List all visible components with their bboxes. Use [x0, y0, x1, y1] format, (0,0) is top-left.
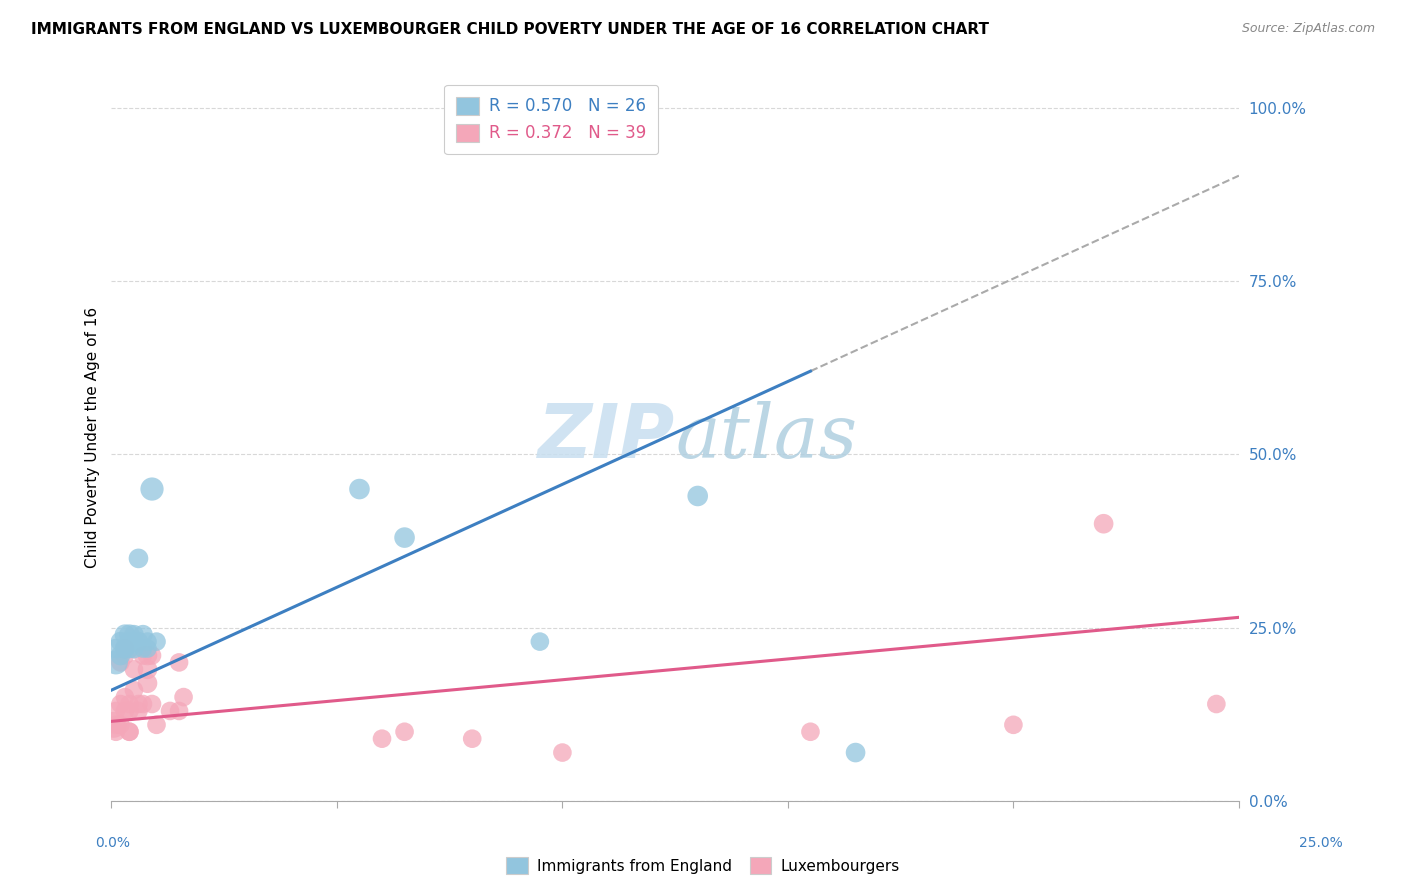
Text: IMMIGRANTS FROM ENGLAND VS LUXEMBOURGER CHILD POVERTY UNDER THE AGE OF 16 CORREL: IMMIGRANTS FROM ENGLAND VS LUXEMBOURGER … [31, 22, 988, 37]
Point [118, 628, 141, 642]
Point [127, 704, 149, 718]
Point [349, 482, 371, 496]
Point [167, 704, 190, 718]
Point [118, 697, 141, 711]
Point [127, 551, 149, 566]
Point [114, 641, 136, 656]
Point [136, 634, 159, 648]
Point [114, 704, 136, 718]
Point [159, 704, 181, 718]
Point [110, 656, 132, 670]
Point [371, 731, 394, 746]
Point [136, 641, 159, 656]
Point [110, 648, 132, 663]
Point [110, 634, 132, 648]
Point [114, 690, 136, 704]
Point [122, 634, 145, 648]
Point [167, 656, 190, 670]
Point [686, 489, 709, 503]
Point [1002, 718, 1025, 732]
Point [118, 724, 141, 739]
Point [136, 676, 159, 690]
Point [104, 704, 127, 718]
Point [122, 662, 145, 676]
Point [141, 648, 163, 663]
Text: Source: ZipAtlas.com: Source: ZipAtlas.com [1241, 22, 1375, 36]
Point [145, 718, 167, 732]
Legend: R = 0.570   N = 26, R = 0.372   N = 39: R = 0.570 N = 26, R = 0.372 N = 39 [444, 85, 658, 154]
Point [132, 628, 155, 642]
Point [104, 641, 127, 656]
Point [141, 697, 163, 711]
Point [118, 724, 141, 739]
Point [110, 697, 132, 711]
Point [551, 746, 574, 760]
Point [173, 690, 195, 704]
Point [122, 683, 145, 698]
Point [127, 634, 149, 648]
Point [122, 628, 145, 642]
Point [394, 724, 416, 739]
Point [132, 697, 155, 711]
Point [141, 482, 163, 496]
Point [1092, 516, 1115, 531]
Point [118, 704, 141, 718]
Text: atlas: atlas [675, 401, 858, 474]
Point [461, 731, 484, 746]
Point [114, 628, 136, 642]
Text: 25.0%: 25.0% [1299, 836, 1343, 850]
Text: 0.0%: 0.0% [96, 836, 131, 850]
Point [104, 724, 127, 739]
Point [114, 641, 136, 656]
Point [529, 634, 551, 648]
Point [114, 641, 136, 656]
Point [127, 697, 149, 711]
Point [136, 648, 159, 663]
Point [104, 718, 127, 732]
Point [104, 656, 127, 670]
Point [1205, 697, 1227, 711]
Point [118, 634, 141, 648]
Y-axis label: Child Poverty Under the Age of 16: Child Poverty Under the Age of 16 [86, 307, 100, 567]
Text: ZIP: ZIP [538, 401, 675, 474]
Point [799, 724, 821, 739]
Point [103, 718, 125, 732]
Point [122, 641, 145, 656]
Point [845, 746, 868, 760]
Point [145, 634, 167, 648]
Point [118, 641, 141, 656]
Point [132, 648, 155, 663]
Legend: Immigrants from England, Luxembourgers: Immigrants from England, Luxembourgers [501, 851, 905, 880]
Point [132, 641, 155, 656]
Point [394, 531, 416, 545]
Point [136, 662, 159, 676]
Point [114, 648, 136, 663]
Point [110, 718, 132, 732]
